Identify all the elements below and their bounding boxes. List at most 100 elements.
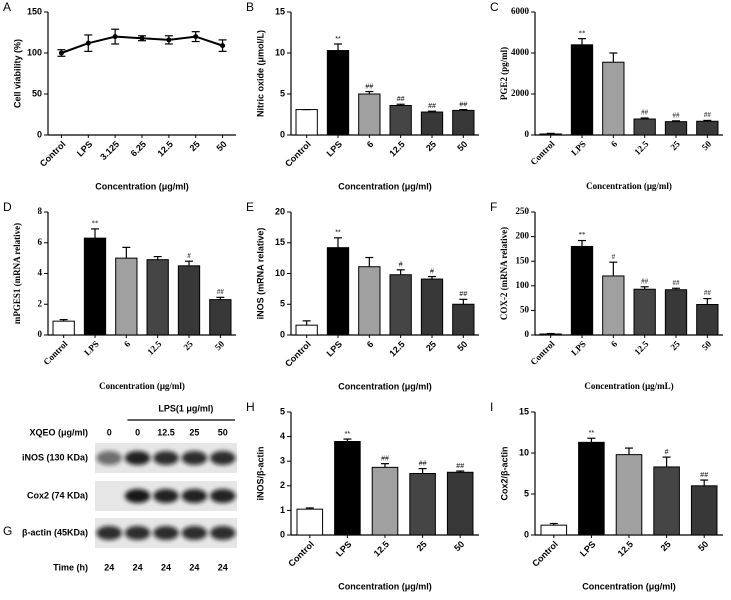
error-bar bbox=[343, 438, 352, 442]
y-axis-title: PGE2 (pg/ml) bbox=[499, 47, 509, 100]
blot-band bbox=[153, 451, 179, 465]
error-bar bbox=[578, 38, 586, 45]
bar bbox=[389, 274, 412, 336]
bar bbox=[615, 454, 643, 536]
significance-label: ## bbox=[704, 111, 712, 119]
significance-label: ** bbox=[345, 431, 351, 438]
bar bbox=[696, 303, 719, 336]
panel-letter: D bbox=[3, 200, 12, 214]
bar bbox=[539, 133, 562, 136]
time-value: 24 bbox=[161, 562, 171, 572]
x-tick-label: 50 bbox=[700, 338, 714, 352]
bar bbox=[570, 44, 594, 136]
error-bar bbox=[456, 470, 465, 473]
error-bar bbox=[459, 298, 468, 305]
y-tick-label: 200 bbox=[516, 231, 530, 241]
x-tick-label: Control bbox=[528, 138, 557, 167]
significance-label: ** bbox=[579, 29, 587, 37]
x-tick-label: 50 bbox=[215, 139, 229, 153]
y-axis-title: COX-2 (mRNA relative) bbox=[499, 227, 509, 320]
blot-band bbox=[210, 526, 236, 540]
error-bar bbox=[216, 296, 225, 300]
bar bbox=[602, 275, 625, 336]
error-bar bbox=[700, 479, 709, 486]
x-tick-label: Control bbox=[530, 539, 560, 569]
x-axis-title: Concentration (μg/ml) bbox=[338, 181, 432, 191]
y-tick-label: 5 bbox=[524, 488, 529, 498]
y-tick-label: 0 bbox=[280, 329, 285, 339]
error-bar bbox=[672, 287, 680, 290]
panel-letter: C bbox=[490, 0, 499, 14]
x-tick-label: 12.5 bbox=[387, 339, 406, 358]
point bbox=[58, 50, 64, 56]
x-tick-label: LPS bbox=[569, 339, 588, 358]
x-tick-label: 12.5 bbox=[632, 338, 651, 357]
bar bbox=[570, 245, 594, 336]
y-tick-label: 5 bbox=[280, 406, 285, 416]
lane-label: 0 bbox=[135, 427, 140, 437]
y-axis-title: Cell viability (%) bbox=[12, 39, 22, 108]
bar bbox=[326, 247, 350, 336]
significance-label: # bbox=[612, 253, 616, 261]
error-bar bbox=[703, 119, 712, 122]
x-tick-label: 3.125 bbox=[98, 139, 121, 162]
panel: A Cell viability (%) Concentration (μg/ml)… bbox=[3, 0, 236, 191]
error-bar bbox=[578, 239, 586, 247]
blot-band bbox=[153, 489, 179, 503]
significance-label: # bbox=[665, 449, 669, 456]
blot-band bbox=[210, 451, 236, 465]
y-tick-label: 3 bbox=[280, 456, 285, 466]
y-axis-title: mPGES1 (mRNA relative) bbox=[12, 223, 22, 324]
significance-label: ## bbox=[397, 96, 405, 103]
y-tick-label: 15 bbox=[275, 237, 285, 247]
x-tick-label: 12.5 bbox=[387, 139, 406, 158]
significance-label: ** bbox=[92, 220, 100, 228]
bar bbox=[146, 259, 169, 336]
time-label: Time (h) bbox=[53, 562, 88, 572]
x-tick-label: 6 bbox=[609, 138, 620, 149]
x-tick-label: 6 bbox=[122, 338, 133, 349]
row-label: iNOS (130 KDa) bbox=[22, 452, 88, 462]
y-tick-label: 10 bbox=[519, 447, 529, 457]
error-bar bbox=[396, 103, 405, 106]
x-tick-label: 12.5 bbox=[372, 539, 391, 558]
bar bbox=[209, 299, 232, 336]
bar bbox=[177, 265, 201, 336]
bar bbox=[371, 466, 399, 536]
blot-band bbox=[96, 526, 122, 540]
bar bbox=[540, 524, 568, 536]
bar bbox=[296, 508, 324, 536]
x-axis-title: Concentration (μg/ml) bbox=[582, 581, 676, 591]
x-tick-label: 12.5 bbox=[632, 138, 651, 157]
y-tick-label: 0 bbox=[525, 329, 530, 339]
error-bar bbox=[587, 437, 596, 443]
error-bar bbox=[305, 507, 314, 510]
bar bbox=[389, 104, 412, 136]
significance-label: ## bbox=[641, 109, 649, 117]
error-bar bbox=[625, 447, 633, 455]
x-tick-label: 6.25 bbox=[129, 139, 148, 158]
significance-label: ## bbox=[456, 463, 464, 470]
x-tick-label: Control bbox=[283, 139, 313, 169]
blot-band bbox=[210, 489, 236, 503]
significance-label: ## bbox=[673, 279, 681, 287]
x-tick-label: LPS bbox=[334, 539, 353, 558]
error-bar bbox=[546, 132, 555, 134]
bar bbox=[452, 109, 475, 136]
bar bbox=[420, 111, 444, 136]
blot-treatment-label: XQEO (μg/ml) bbox=[29, 427, 88, 437]
significance-label: ## bbox=[217, 288, 225, 296]
row-label: β-actin (45KDa) bbox=[22, 527, 88, 537]
error-bar bbox=[640, 117, 649, 120]
y-tick-label: 100 bbox=[27, 47, 42, 57]
bar bbox=[358, 266, 381, 336]
bar bbox=[358, 93, 381, 136]
point bbox=[220, 43, 226, 49]
significance-label: ## bbox=[459, 101, 467, 108]
y-tick-label: 50 bbox=[520, 304, 530, 314]
x-tick-label: 12.5 bbox=[145, 338, 164, 357]
significance-label: ## bbox=[673, 111, 681, 119]
lane-label: 12.5 bbox=[157, 427, 175, 437]
x-tick-label: 50 bbox=[452, 539, 466, 553]
bar bbox=[295, 109, 318, 136]
